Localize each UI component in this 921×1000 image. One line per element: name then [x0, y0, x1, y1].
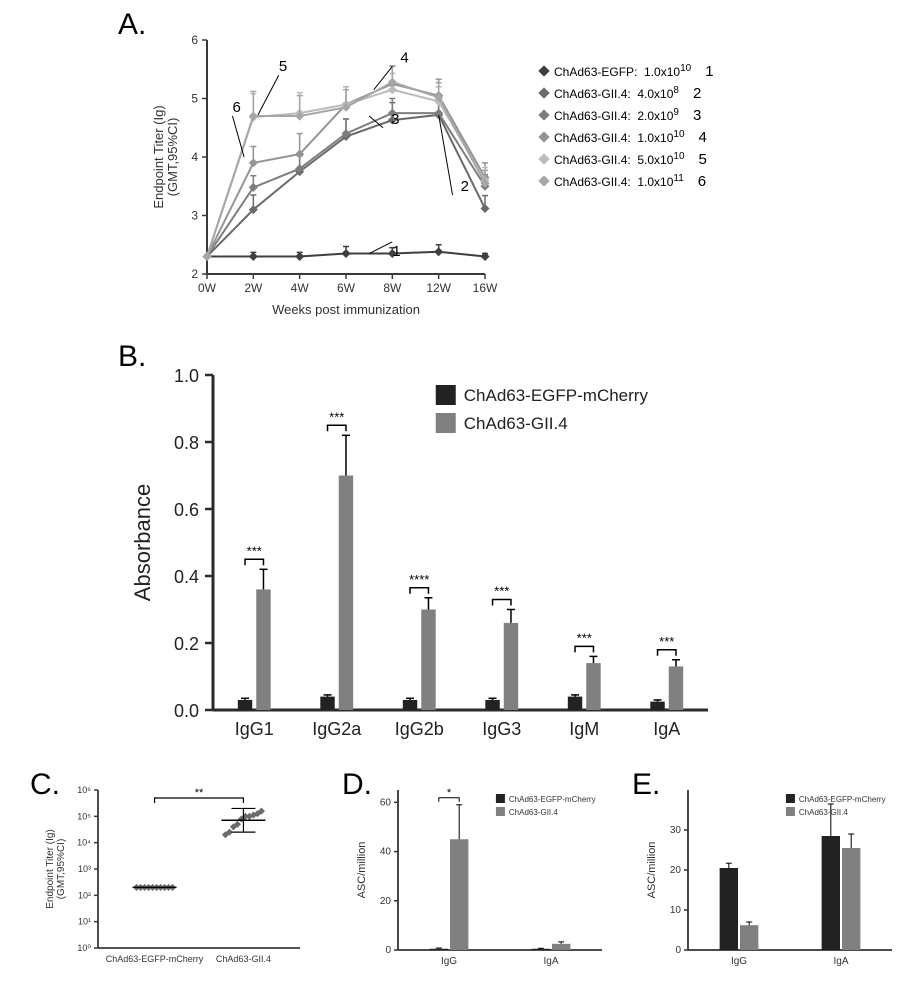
- panel-c-chart: 10⁰ 10¹ 10² 10³ 10⁴ 10⁵ 10⁶ Endpoint Titer (Ig)…: [38, 778, 308, 978]
- svg-text:0.6: 0.6: [174, 500, 199, 520]
- svg-text:***: ***: [659, 634, 674, 649]
- svg-text:20: 20: [670, 865, 682, 876]
- svg-text:****: ****: [409, 572, 429, 587]
- svg-text:0: 0: [385, 945, 391, 956]
- panel-d-chart: 0 20 40 60 ASC/million IgG * IgA ChAd63-EGFP-mCh…: [350, 778, 610, 978]
- svg-text:ChAd63-GII.4: ChAd63-GII.4: [216, 954, 271, 964]
- svg-text:IgG2a: IgG2a: [312, 719, 362, 739]
- svg-text:IgA: IgA: [833, 956, 848, 967]
- svg-text:ChAd63-GII.4: ChAd63-GII.4: [799, 808, 848, 817]
- panel-e-chart: 0 10 20 30 ASC/million IgG IgA ChAd63-EGFP-mChe…: [640, 778, 900, 978]
- svg-text:ChAd63-EGFP-mCherry: ChAd63-EGFP-mCherry: [509, 795, 596, 804]
- svg-text:10¹: 10¹: [78, 917, 91, 927]
- svg-text:ChAd63-EGFP-mCherry: ChAd63-EGFP-mCherry: [106, 954, 204, 964]
- svg-text:Endpoint Titer (Ig)(GMT,95%CI): Endpoint Titer (Ig)(GMT,95%CI): [45, 829, 67, 908]
- svg-text:IgG: IgG: [731, 956, 747, 967]
- svg-text:ChAd63-EGFP-mCherry: ChAd63-EGFP-mCherry: [799, 795, 886, 804]
- svg-text:8W: 8W: [383, 281, 402, 295]
- svg-text:2W: 2W: [244, 281, 263, 295]
- svg-text:4W: 4W: [291, 281, 310, 295]
- svg-text:Endpoint Titer (Ig)(GMT,95%CI): Endpoint Titer (Ig)(GMT,95%CI): [151, 105, 180, 208]
- svg-text:IgG: IgG: [441, 956, 457, 967]
- svg-text:***: ***: [577, 630, 592, 645]
- svg-text:12W: 12W: [426, 281, 451, 295]
- panel-a-label: A.: [118, 8, 146, 42]
- svg-text:3: 3: [391, 111, 399, 128]
- svg-text:30: 30: [670, 825, 682, 836]
- svg-text:ASC/million: ASC/million: [356, 842, 368, 899]
- svg-text:3: 3: [191, 209, 198, 223]
- svg-text:60: 60: [380, 797, 392, 808]
- svg-text:***: ***: [247, 543, 262, 558]
- svg-text:Absorbance: Absorbance: [130, 484, 155, 601]
- svg-text:4: 4: [400, 49, 408, 66]
- svg-text:ChAd63-EGFP-mCherry: ChAd63-EGFP-mCherry: [464, 386, 649, 405]
- svg-text:*: *: [447, 787, 452, 799]
- svg-text:0.8: 0.8: [174, 433, 199, 453]
- panel-a-legend: ChAd63-EGFP: 1.0x10101ChAd63-GII.4: 4.0x…: [540, 60, 714, 192]
- svg-text:ChAd63-GII.4: ChAd63-GII.4: [464, 414, 568, 433]
- svg-text:4: 4: [191, 150, 198, 164]
- svg-text:2: 2: [191, 267, 198, 281]
- svg-text:0.2: 0.2: [174, 634, 199, 654]
- svg-text:IgG1: IgG1: [235, 719, 274, 739]
- svg-text:2: 2: [461, 178, 469, 195]
- svg-text:ChAd63-GII.4: ChAd63-GII.4: [509, 808, 558, 817]
- svg-text:IgG3: IgG3: [482, 719, 521, 739]
- svg-text:IgA: IgA: [653, 719, 680, 739]
- svg-text:IgA: IgA: [543, 956, 558, 967]
- svg-text:6: 6: [232, 99, 240, 116]
- svg-text:16W: 16W: [473, 281, 498, 295]
- svg-text:0: 0: [675, 945, 681, 956]
- svg-text:6W: 6W: [337, 281, 356, 295]
- svg-text:***: ***: [494, 584, 509, 599]
- svg-text:10³: 10³: [78, 864, 91, 874]
- svg-text:10⁰: 10⁰: [77, 943, 91, 953]
- svg-text:Weeks post immunization: Weeks post immunization: [272, 302, 420, 317]
- svg-text:5: 5: [279, 58, 287, 75]
- svg-text:1.0: 1.0: [174, 366, 199, 386]
- svg-text:10⁵: 10⁵: [77, 811, 91, 821]
- svg-text:***: ***: [329, 409, 344, 424]
- svg-text:40: 40: [380, 847, 392, 858]
- svg-text:0.0: 0.0: [174, 701, 199, 721]
- svg-text:ASC/million: ASC/million: [646, 842, 658, 899]
- svg-text:5: 5: [191, 92, 198, 106]
- svg-text:1: 1: [392, 243, 400, 260]
- svg-text:0W: 0W: [198, 281, 217, 295]
- svg-text:20: 20: [380, 896, 392, 907]
- svg-text:10⁶: 10⁶: [77, 785, 91, 795]
- svg-text:IgG2b: IgG2b: [395, 719, 444, 739]
- panel-b-chart: 0.0 0.2 0.4 0.6 0.8 1.0 Absorbance IgG1 *** IgG2a…: [128, 360, 718, 760]
- svg-text:6: 6: [191, 33, 198, 47]
- svg-text:IgM: IgM: [569, 719, 599, 739]
- svg-text:10⁴: 10⁴: [77, 838, 91, 848]
- svg-text:**: **: [195, 787, 204, 799]
- svg-text:10²: 10²: [78, 890, 91, 900]
- svg-text:0.4: 0.4: [174, 567, 199, 587]
- svg-text:10: 10: [670, 905, 682, 916]
